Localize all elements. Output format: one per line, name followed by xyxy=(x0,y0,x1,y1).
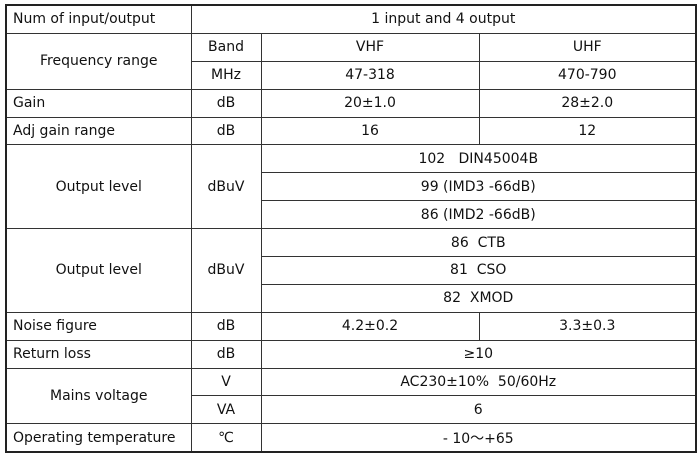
row-label: Adj gain range xyxy=(5,116,192,146)
unit-cell: dB xyxy=(190,88,262,118)
cell-value: 470-790 xyxy=(478,60,697,90)
cell-value: 1 input and 4 output xyxy=(190,4,697,34)
row-label: Output level xyxy=(5,228,192,313)
unit-cell: Band xyxy=(190,32,262,62)
row-label: Operating temperature xyxy=(5,423,192,453)
table-row: Num of input/output 1 input and 4 output xyxy=(5,4,697,34)
row-label: Frequency range xyxy=(5,32,192,90)
table-row: 81 CSO xyxy=(6,256,697,285)
cell-value: AC230±10% 50/60Hz xyxy=(260,367,697,397)
table-row: Operating temperature ℃ - 10～+65 xyxy=(5,423,697,453)
row-label: Mains voltage xyxy=(5,367,192,425)
cell-value: 20±1.0 xyxy=(260,88,480,118)
row-label: Gain xyxy=(5,88,192,118)
unit-cell: dB xyxy=(190,339,262,369)
table-row: Output level dBuV 86 CTB xyxy=(5,228,697,313)
row-label: Output level xyxy=(5,144,192,230)
cell-value: 4.2±0.2 xyxy=(260,311,480,341)
unit-cell: ℃ xyxy=(190,423,262,453)
cell-value: ≥10 xyxy=(260,339,697,369)
unit-cell: dB xyxy=(190,116,262,146)
cell-value: 86 (IMD2 -66dB) xyxy=(260,200,697,230)
table-row: Frequency range Band VHF UHF xyxy=(5,32,697,90)
cell-value: VHF xyxy=(260,32,480,62)
unit-cell: V xyxy=(190,367,262,397)
cell-value: 99 (IMD3 -66dB) xyxy=(260,172,697,202)
cell-value: 6 xyxy=(260,395,697,425)
table-row: VA 6 xyxy=(6,395,697,425)
row-label: Return loss xyxy=(5,339,192,369)
cell-value: 86 CTB xyxy=(260,228,697,258)
unit-cell: dB xyxy=(190,311,262,341)
table-row: Gain dB 20±1.0 28±2.0 xyxy=(5,88,697,118)
row-label: Num of input/output xyxy=(5,4,192,34)
unit-cell: MHz xyxy=(190,60,262,90)
table-row: 99 (IMD3 -66dB) xyxy=(6,172,697,202)
cell-value: UHF xyxy=(478,32,697,62)
table-row: Adj gain range dB 16 12 xyxy=(5,116,697,146)
cell-value: 81 CSO xyxy=(260,256,697,285)
spec-table: Num of input/output 1 input and 4 output… xyxy=(5,4,698,454)
table-row: Output level dBuV 102 DIN45004B xyxy=(5,144,697,230)
table-row: 86 (IMD2 -66dB) xyxy=(6,200,697,230)
table-row: Mains voltage V AC230±10% 50/60Hz xyxy=(5,367,697,425)
cell-value: 47-318 xyxy=(260,60,480,90)
row-label: Noise figure xyxy=(5,311,192,341)
unit-cell: dBuV xyxy=(190,144,262,230)
unit-cell: dBuV xyxy=(190,228,262,313)
cell-value: 12 xyxy=(478,116,697,146)
table-row: Return loss dB ≥10 xyxy=(5,339,697,369)
table-row: Noise figure dB 4.2±0.2 3.3±0.3 xyxy=(5,311,697,341)
cell-value: 102 DIN45004B xyxy=(260,144,697,174)
cell-value: 3.3±0.3 xyxy=(478,311,697,341)
table-row: MHz 47-318 470-790 xyxy=(6,60,697,90)
cell-value: 82 XMOD xyxy=(260,283,697,313)
cell-value: - 10～+65 xyxy=(260,423,697,453)
unit-cell: VA xyxy=(190,395,262,425)
cell-value: 28±2.0 xyxy=(478,88,697,118)
cell-value: 16 xyxy=(260,116,480,146)
